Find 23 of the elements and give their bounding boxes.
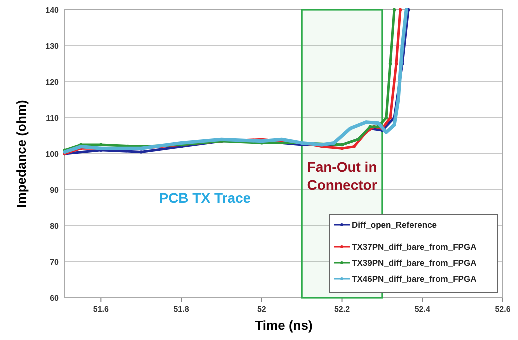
y-tick-label: 100 xyxy=(46,150,60,159)
y-tick-label: 110 xyxy=(46,114,60,123)
x-tick-label: 52.4 xyxy=(414,305,431,314)
y-tick-label: 120 xyxy=(46,78,60,87)
y-tick-label: 140 xyxy=(46,6,60,15)
band-label: Fan-Out in Connector xyxy=(307,159,378,193)
y-tick-label: 70 xyxy=(50,258,60,267)
x-tick-label: 51.8 xyxy=(174,305,190,314)
x-tick-label: 52.2 xyxy=(334,305,351,314)
x-axis-title: Time (ns) xyxy=(255,318,313,333)
legend-label: TX37PN_diff_bare_from_FPGA xyxy=(352,242,477,252)
legend-label: TX39PN_diff_bare_from_FPGA xyxy=(352,258,477,268)
y-axis-title: Impedance (ohm) xyxy=(14,100,29,208)
x-tick-label: 51.6 xyxy=(93,305,110,314)
x-tick-label: 52 xyxy=(257,305,267,314)
y-tick-label: 90 xyxy=(50,186,60,195)
y-tick-label: 60 xyxy=(50,294,60,303)
y-tick-label: 130 xyxy=(46,42,60,51)
annotation: PCB TX Trace xyxy=(159,190,252,206)
legend-label: Diff_open_Reference xyxy=(352,220,438,230)
x-tick-label: 52.6 xyxy=(495,305,512,314)
legend-label: TX46PN_diff_bare_from_FPGA xyxy=(352,274,477,284)
y-tick-label: 80 xyxy=(50,222,60,231)
